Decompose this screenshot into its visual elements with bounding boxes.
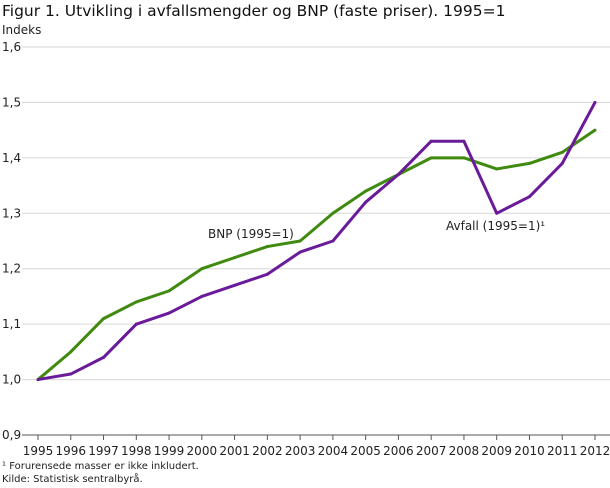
x-tick-label: 2000 (187, 444, 218, 458)
data-point (331, 239, 335, 243)
data-point (233, 256, 237, 260)
data-point (298, 250, 302, 254)
source-note: Kilde: Statistisk sentralbyrå. (2, 474, 143, 485)
data-point (495, 167, 499, 171)
data-point (298, 239, 302, 243)
series-line-bnp (37, 128, 596, 381)
data-point (200, 267, 204, 271)
y-tick-label: 0,9 (2, 428, 21, 442)
y-tick-label: 1,4 (2, 151, 21, 165)
y-axis-label: Indeks (2, 23, 41, 37)
x-tick-label: 1996 (55, 444, 86, 458)
footnote: ¹ Forurensede masser er ikke inkludert. (2, 461, 199, 472)
x-tick-label: 2008 (449, 444, 480, 458)
data-point (134, 322, 138, 326)
x-tick-label: 1998 (121, 444, 152, 458)
y-tick-label: 1,3 (2, 206, 21, 220)
x-tick-label: 2003 (285, 444, 316, 458)
data-point (331, 211, 335, 215)
x-tick-label: 1999 (154, 444, 185, 458)
x-tick-label: 2012 (580, 444, 610, 458)
data-point (200, 294, 204, 298)
data-point (69, 372, 73, 376)
y-tick-label: 1,6 (2, 40, 21, 54)
data-point (462, 139, 466, 143)
data-point (167, 289, 171, 293)
y-tick-label: 1,1 (2, 317, 21, 331)
y-tick-label: 1,5 (2, 95, 21, 109)
data-point (396, 172, 400, 176)
data-point (462, 156, 466, 160)
data-point (560, 150, 564, 154)
x-tick-label: 2006 (383, 444, 414, 458)
chart-title: Figur 1. Utvikling i avfallsmengder og B… (2, 2, 506, 20)
x-tick-label: 2002 (252, 444, 283, 458)
series-label-bnp: BNP (1995=1) (208, 227, 294, 241)
x-tick-label: 2004 (318, 444, 349, 458)
data-point (69, 350, 73, 354)
data-point (495, 211, 499, 215)
data-point (102, 355, 106, 359)
x-tick-label: 2001 (219, 444, 250, 458)
data-point (233, 283, 237, 287)
y-tick-label: 1,2 (2, 262, 21, 276)
data-point (102, 317, 106, 321)
data-point (364, 189, 368, 193)
data-point (527, 161, 531, 165)
x-tick-label: 2011 (547, 444, 578, 458)
data-point (364, 200, 368, 204)
data-point (560, 161, 564, 165)
data-point (134, 300, 138, 304)
data-point (265, 245, 269, 249)
data-point (167, 311, 171, 315)
x-tick-label: 2005 (350, 444, 381, 458)
x-tick-label: 1995 (23, 444, 54, 458)
data-point (429, 139, 433, 143)
data-point (593, 128, 597, 132)
x-tick-label: 1997 (88, 444, 119, 458)
x-tick-label: 2007 (416, 444, 447, 458)
y-tick-label: 1,0 (2, 373, 21, 387)
data-point (593, 100, 597, 104)
series-label-avfall: Avfall (1995=1)¹ (446, 219, 545, 233)
x-tick-label: 2010 (514, 444, 545, 458)
data-point (265, 272, 269, 276)
data-point (429, 156, 433, 160)
series-line-avfall (37, 101, 597, 382)
data-point (527, 195, 531, 199)
x-tick-label: 2009 (481, 444, 512, 458)
data-point (36, 378, 40, 382)
